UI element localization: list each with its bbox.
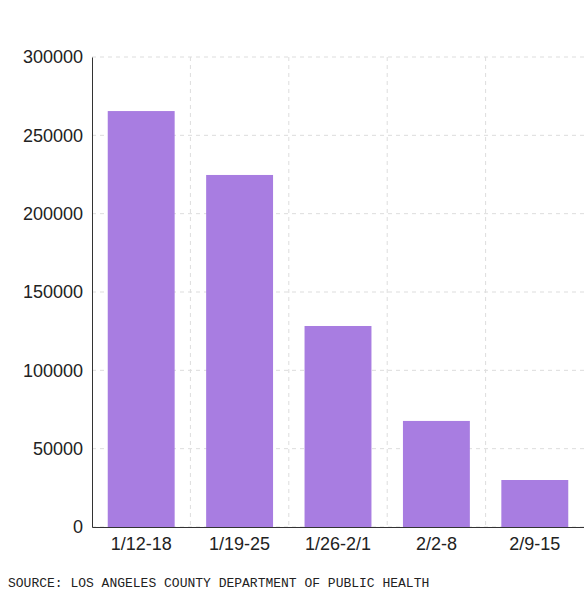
grid-line-x [485, 57, 486, 527]
y-tick: 50000 [33, 439, 92, 459]
chart: 0 50000 100000 150000 200000 250000 300000 1/12… [0, 0, 584, 601]
x-tick: 1/19-25 [209, 527, 270, 554]
x-tick-label: 1/12-18 [111, 534, 172, 554]
y-tick: 300000 [23, 47, 92, 67]
y-tick: 150000 [23, 282, 92, 302]
x-axis: 1/12-18 1/19-25 1/26-2/1 2/2-8 2/9-15 [93, 527, 584, 554]
y-tick-label: 300000 [23, 47, 83, 67]
y-tick: 200000 [23, 204, 92, 224]
grid-line-y [92, 57, 584, 58]
x-tick-label: 1/26-2/1 [305, 534, 371, 554]
x-tick-label: 2/2-8 [416, 534, 457, 554]
x-tick: 2/9-15 [509, 527, 560, 554]
y-tick-label: 200000 [23, 204, 83, 224]
x-tick-label: 2/9-15 [509, 534, 560, 554]
bar [108, 111, 175, 527]
x-tick: 2/2-8 [416, 527, 457, 554]
y-tick: 100000 [23, 361, 92, 381]
y-axis-line [92, 58, 93, 528]
y-tick-label: 50000 [33, 439, 83, 459]
grid-line-x [190, 57, 191, 527]
source: SOURCE: LOS ANGELES COUNTY DEPARTMENT OF… [8, 576, 429, 591]
y-tick: 250000 [23, 126, 92, 146]
grid [92, 57, 584, 527]
x-tick: 1/26-2/1 [305, 527, 371, 554]
x-axis-line [93, 527, 584, 528]
bar [403, 421, 470, 527]
bar [206, 175, 273, 527]
y-tick: 0 [73, 517, 92, 537]
grid-line-x [288, 57, 289, 527]
y-tick-label: 150000 [23, 282, 83, 302]
y-tick-label: 0 [73, 517, 83, 537]
y-tick-label: 250000 [23, 126, 83, 146]
y-axis: 0 50000 100000 150000 200000 250000 300000 [23, 47, 93, 537]
y-tick-label: 100000 [23, 361, 83, 381]
bars [108, 111, 569, 527]
x-tick-label: 1/19-25 [209, 534, 270, 554]
grid-line-x [387, 57, 388, 527]
x-tick: 1/12-18 [111, 527, 172, 554]
bar [501, 480, 568, 527]
bar [305, 326, 372, 527]
